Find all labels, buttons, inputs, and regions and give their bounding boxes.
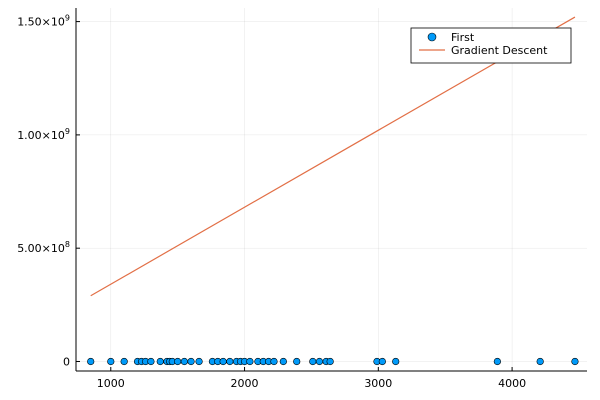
data-point xyxy=(107,357,115,366)
plot-area xyxy=(87,16,579,366)
x-gridlines xyxy=(110,8,513,371)
x-tick-label: 4000 xyxy=(498,377,526,390)
data-point xyxy=(120,357,128,366)
data-point xyxy=(293,357,301,366)
data-point xyxy=(571,357,579,366)
y-tick-label-exponent: 8 xyxy=(65,240,70,249)
data-point xyxy=(279,357,287,366)
data-point xyxy=(270,357,278,366)
data-point xyxy=(147,357,155,366)
y-tick-label-base: 1.50×10 xyxy=(17,16,65,29)
y-tick-label: 1.00×109 xyxy=(17,127,70,142)
y-tick-label: 1.50×109 xyxy=(17,14,70,29)
data-point xyxy=(493,357,501,366)
data-point xyxy=(180,357,188,366)
series-line-gradient-descent xyxy=(90,16,576,297)
data-point xyxy=(187,357,195,366)
y-tick-label: 5.00×108 xyxy=(17,240,70,255)
data-point xyxy=(309,357,317,366)
y-tick-label-base: 0 xyxy=(63,355,70,368)
data-point xyxy=(195,357,203,366)
y-tick-label-base: 5.00×10 xyxy=(17,242,65,255)
legend-box xyxy=(410,27,572,64)
data-point xyxy=(378,357,386,366)
y-tick-label: 0 xyxy=(63,355,70,368)
legend-marker-first xyxy=(427,32,437,42)
data-point xyxy=(536,357,544,366)
data-point xyxy=(392,357,400,366)
data-point xyxy=(326,357,334,366)
legend-label-first: First xyxy=(451,31,475,44)
x-tick-label: 1000 xyxy=(97,377,125,390)
data-point xyxy=(87,357,95,366)
legend: First Gradient Descent xyxy=(410,27,572,64)
data-point xyxy=(226,357,234,366)
y-tick-label-exponent: 9 xyxy=(65,127,70,136)
data-point xyxy=(315,357,324,366)
data-point xyxy=(174,357,182,366)
y-tick-label-base: 1.00×10 xyxy=(17,129,65,142)
data-point xyxy=(219,357,227,366)
data-point xyxy=(246,357,254,366)
x-tick-label: 2000 xyxy=(231,377,259,390)
data-point xyxy=(156,357,164,366)
y-tick-label-exponent: 9 xyxy=(65,14,70,23)
x-axis-ticks: 1000 2000 3000 4000 xyxy=(97,367,526,390)
x-tick-label: 3000 xyxy=(364,377,392,390)
y-gridlines xyxy=(76,21,587,362)
legend-label-gradient-descent: Gradient Descent xyxy=(451,44,548,57)
